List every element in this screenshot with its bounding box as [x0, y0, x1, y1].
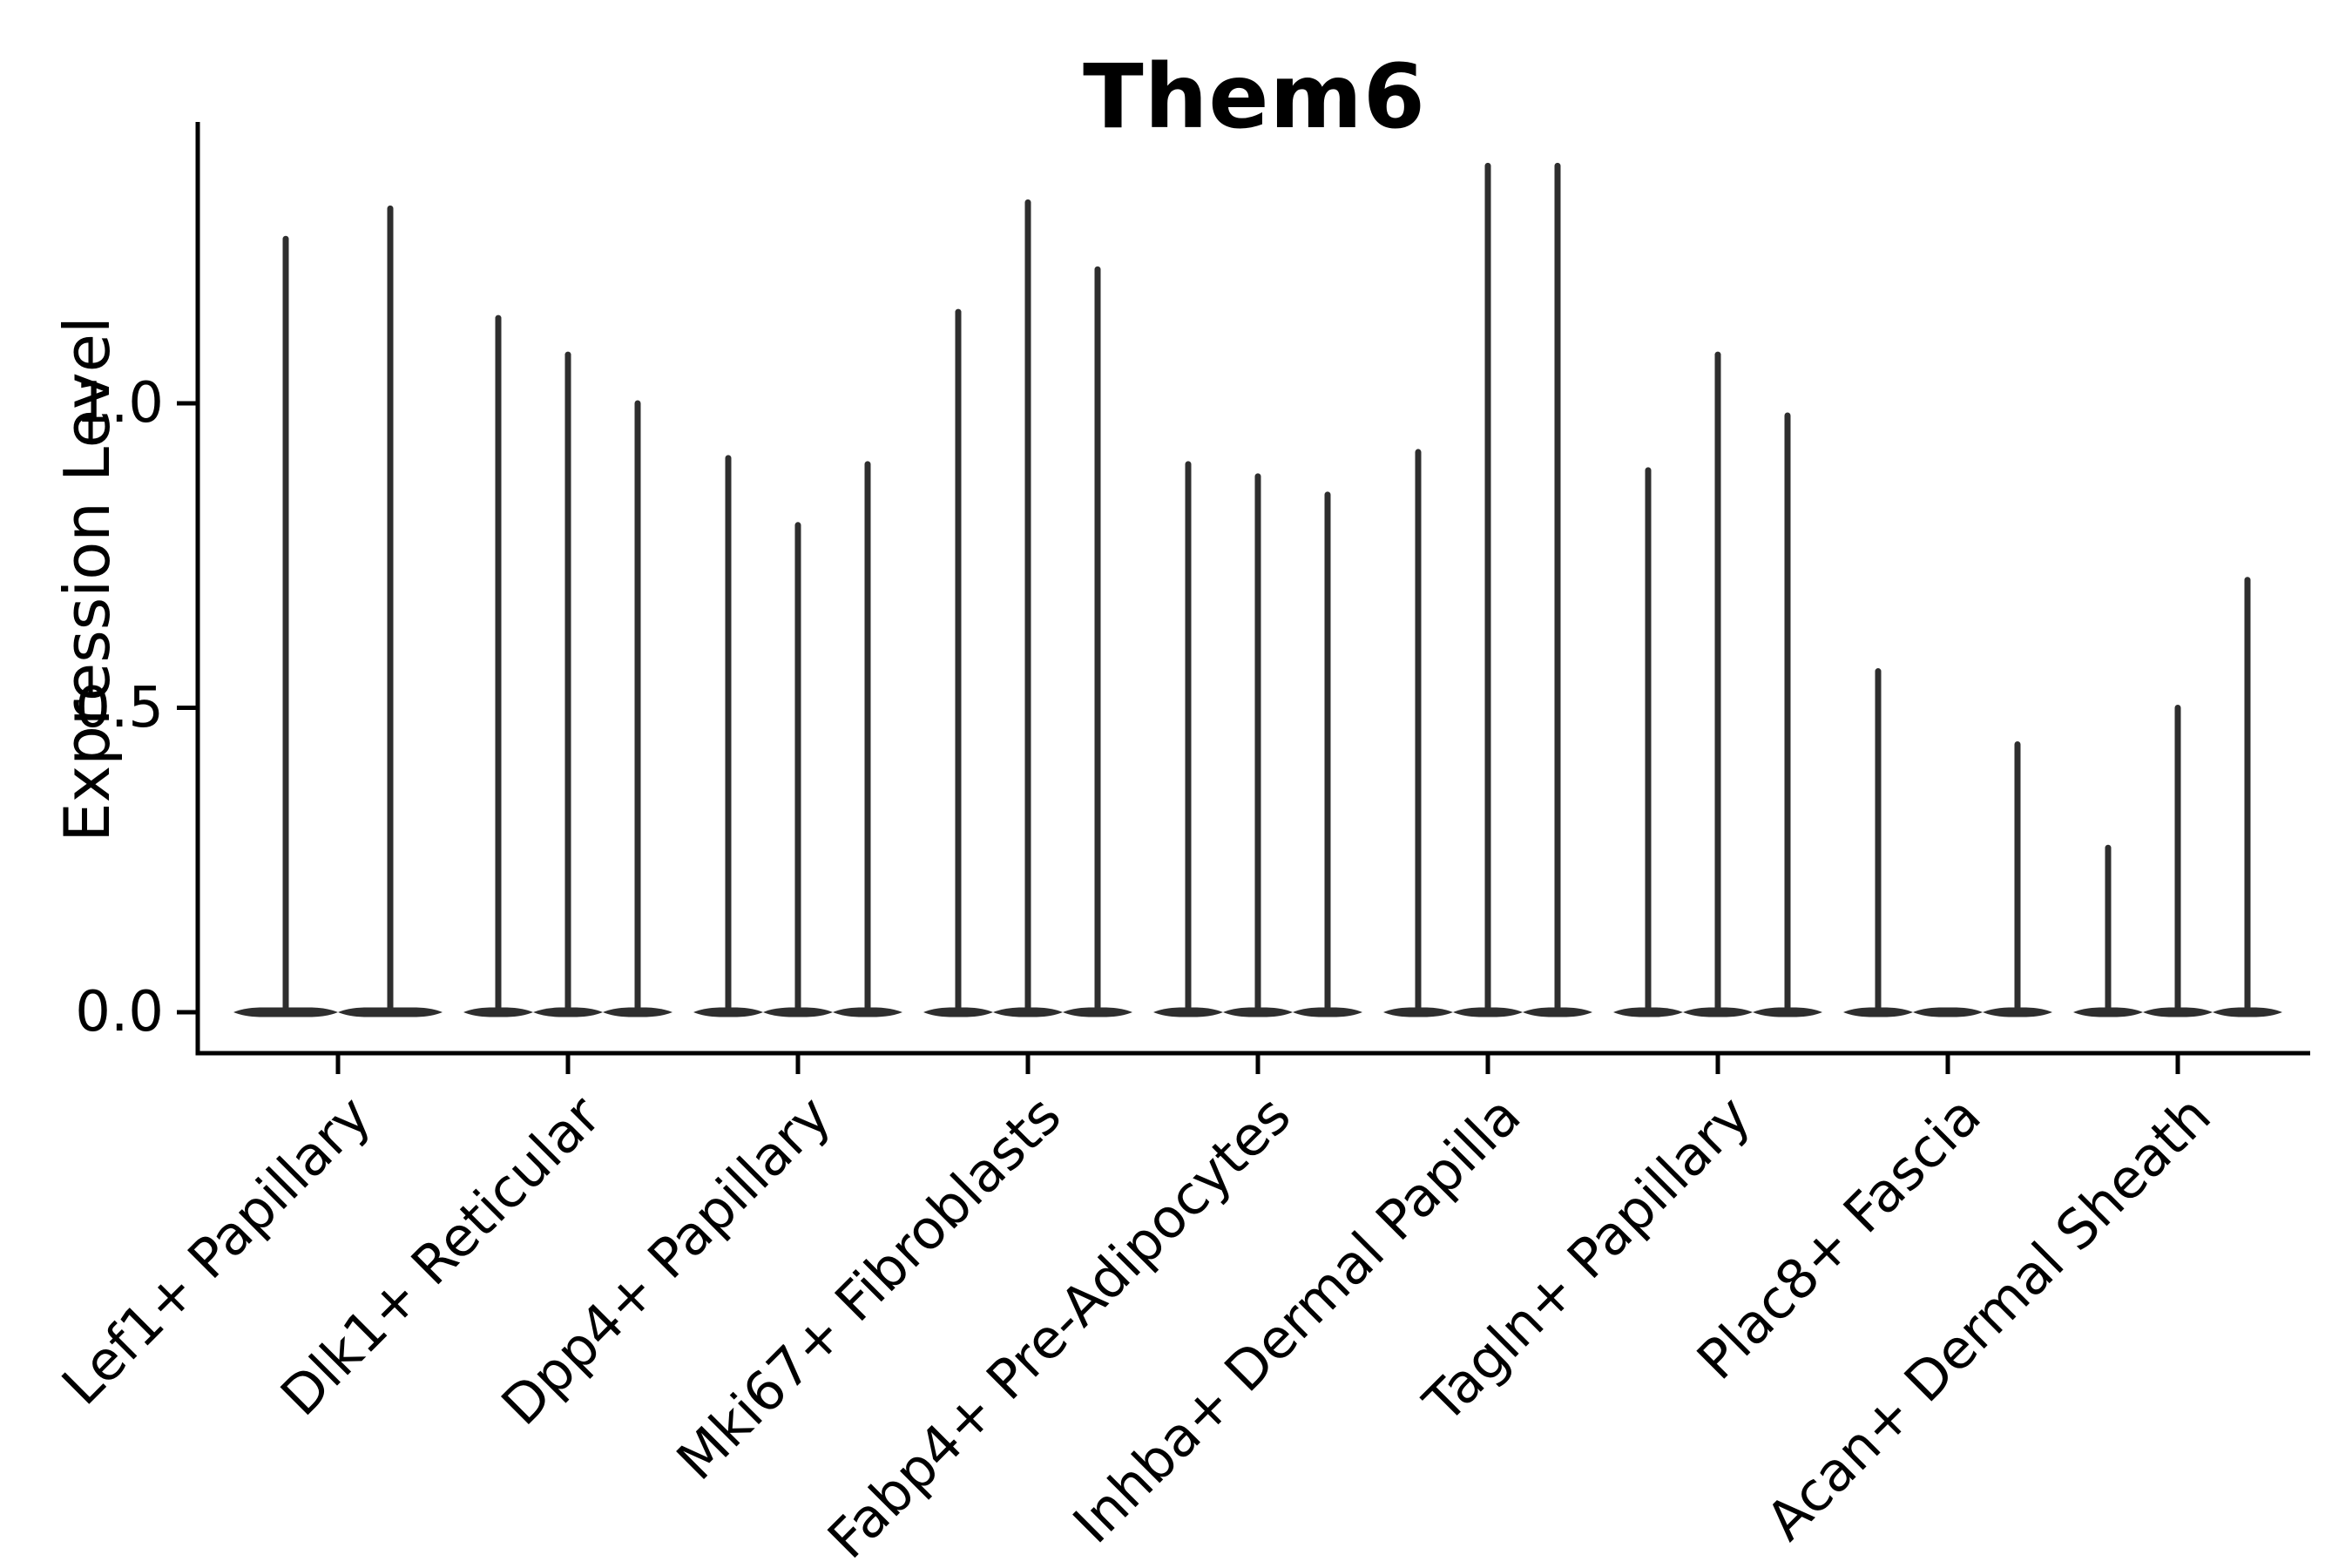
chart-title: Them6	[1083, 45, 1426, 149]
violin-body	[1913, 1007, 1983, 1017]
y-tick-label: 0.5	[75, 675, 164, 740]
y-tick-label: 0.0	[75, 980, 164, 1044]
y-tick-label: 1.0	[75, 371, 164, 436]
